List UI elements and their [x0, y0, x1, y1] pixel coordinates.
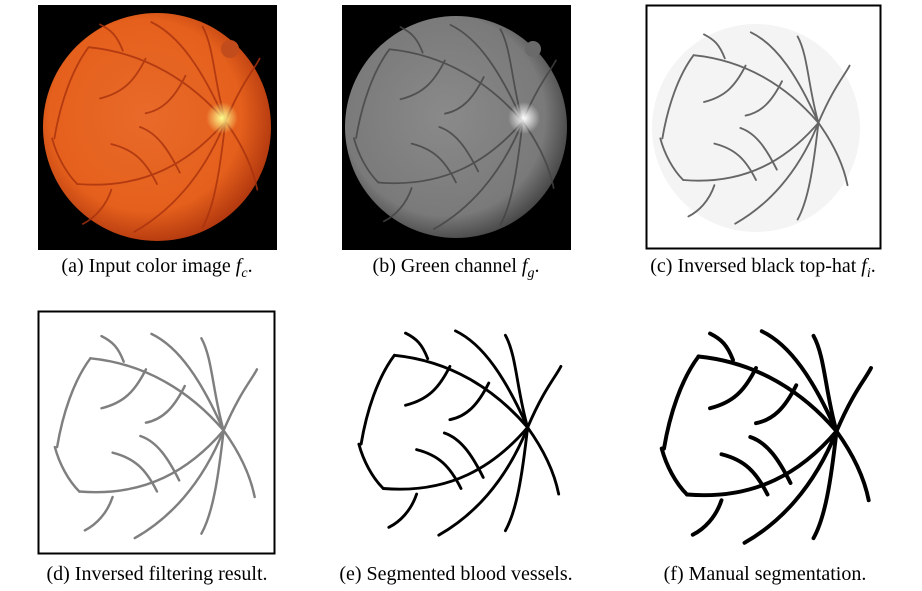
caption: (b) Green channel fg.	[373, 255, 540, 281]
optic-disc	[206, 102, 238, 134]
figure: (a) Input color image fc. (b) Green chann…	[0, 0, 922, 591]
vessel-pattern	[662, 331, 871, 543]
caption: (e) Segmented blood vessels.	[339, 563, 572, 585]
caption-subscript: g	[527, 266, 534, 281]
fundus-image	[652, 24, 860, 232]
caption-label: (c) Inversed black top-hat	[650, 255, 861, 277]
optic-disc	[508, 102, 540, 134]
caption-end: .	[248, 255, 253, 277]
fundus-image	[221, 40, 239, 58]
caption-label: (d) Inversed filtering result.	[46, 563, 267, 585]
caption-label: (f) Manual segmentation.	[664, 563, 867, 585]
caption: (a) Input color image fc.	[61, 255, 252, 281]
vessel-pattern	[359, 331, 561, 535]
caption-end: .	[871, 255, 876, 277]
caption-end: .	[534, 255, 539, 277]
caption: (d) Inversed filtering result.	[46, 563, 267, 585]
caption-label: (a) Input color image	[61, 255, 235, 277]
caption: (c) Inversed black top-hat fi.	[650, 255, 875, 281]
caption-label: (b) Green channel	[373, 255, 522, 277]
fundus-image	[525, 41, 541, 57]
caption: (f) Manual segmentation.	[664, 563, 867, 585]
caption-label: (e) Segmented blood vessels.	[339, 563, 572, 585]
image-frame	[39, 312, 275, 554]
